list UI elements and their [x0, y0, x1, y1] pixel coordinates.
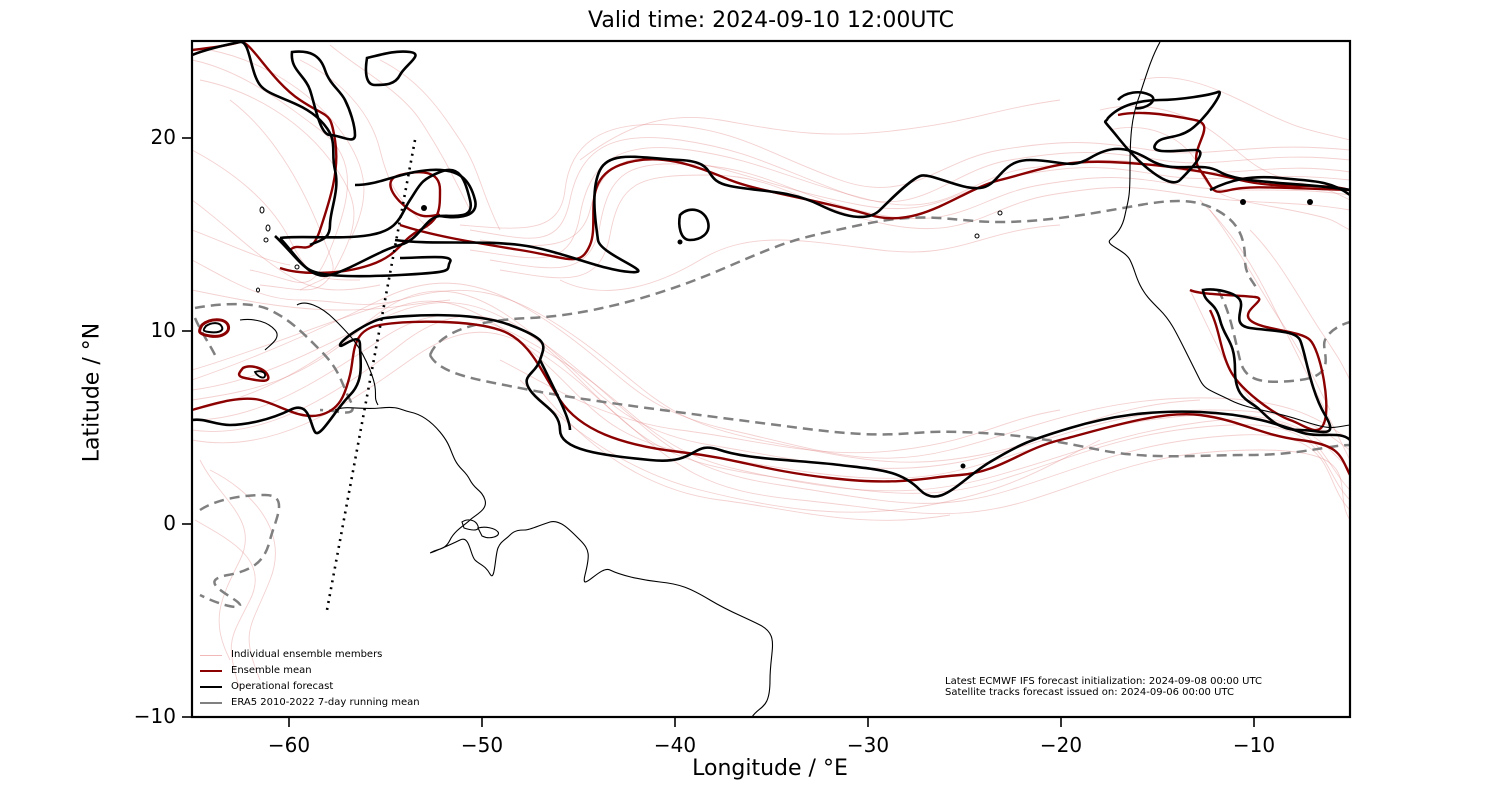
y-tick-label: 20	[150, 125, 176, 149]
satellite-track	[325, 139, 417, 611]
y-tick-label: 0	[163, 511, 176, 535]
x-axis-label: Longitude / °E	[692, 756, 848, 781]
legend-swatch-ensemble-mean	[200, 670, 222, 672]
chart-title: Valid time: 2024-09-10 12:00UTC	[588, 8, 954, 33]
legend-item-era5: ERA5 2010-2022 7-day running mean	[200, 695, 420, 711]
legend-swatch-members	[200, 654, 222, 656]
axes-frame	[190, 39, 1352, 719]
legend-item-ensemble-mean: Ensemble mean	[200, 663, 420, 679]
y-ticks	[182, 137, 192, 718]
operational-forecast	[192, 41, 1350, 498]
y-tick-label: 10	[150, 318, 176, 342]
x-tick-label: −40	[653, 733, 697, 757]
x-tick-label: −10	[1232, 733, 1276, 757]
ensemble-members	[192, 44, 1350, 691]
legend-swatch-operational	[200, 686, 222, 688]
x-tick-label: −20	[1039, 733, 1083, 757]
legend-item-members: Individual ensemble members	[200, 647, 420, 663]
coastline-africa	[1108, 41, 1350, 428]
x-tick-label: −50	[460, 733, 504, 757]
era5-running-mean	[193, 199, 1350, 609]
y-tick-label: −10	[133, 704, 176, 728]
forecast-init-text: Latest ECMWF IFS forecast initialization…	[945, 676, 1262, 687]
y-axis-label: Latitude / °N	[79, 322, 105, 463]
legend-label: Ensemble mean	[231, 665, 312, 676]
forecast-info-annotation: Latest ECMWF IFS forecast initialization…	[945, 676, 1262, 698]
satellite-issue-text: Satellite tracks forecast issued on: 202…	[945, 687, 1234, 698]
coastline	[239, 302, 773, 717]
legend-swatch-era5	[200, 702, 222, 704]
legend-item-operational: Operational forecast	[200, 679, 420, 695]
caribbean-contours	[198, 318, 270, 382]
x-tick-label: −30	[846, 733, 890, 757]
legend-label: ERA5 2010-2022 7-day running mean	[231, 697, 420, 708]
x-ticks	[288, 717, 1255, 727]
legend-label: Operational forecast	[231, 681, 334, 692]
ensemble-mean	[192, 41, 1350, 483]
island-outlines	[256, 206, 1003, 293]
x-tick-label: −60	[267, 733, 311, 757]
legend: Individual ensemble members Ensemble mea…	[200, 647, 420, 711]
legend-label: Individual ensemble members	[231, 649, 383, 660]
operational-forecast-blobs	[421, 199, 1313, 469]
